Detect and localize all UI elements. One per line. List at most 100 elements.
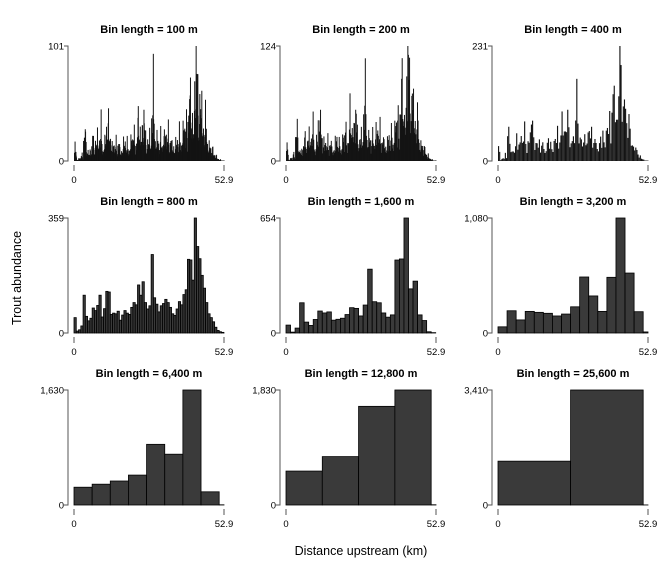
panel-bin-6400m: Bin length = 6,400 m 1,630 0 0 52.9 xyxy=(34,364,246,536)
bar xyxy=(415,143,417,161)
bar xyxy=(393,142,395,161)
bar xyxy=(73,486,93,506)
bar xyxy=(542,312,553,334)
bar xyxy=(317,120,319,161)
bar xyxy=(501,158,503,161)
bar xyxy=(341,149,343,161)
bar xyxy=(325,146,327,161)
bar xyxy=(126,135,128,161)
bar xyxy=(379,139,381,161)
bar xyxy=(411,93,413,161)
x-axis-ticks xyxy=(497,509,649,515)
x-min-tick-label: 0 xyxy=(283,175,288,186)
bars-group xyxy=(73,389,225,506)
x-min-tick-label: 0 xyxy=(495,347,500,358)
bar xyxy=(288,160,290,161)
bar xyxy=(611,112,613,161)
x-min-tick-label: 0 xyxy=(71,347,76,358)
bar xyxy=(337,146,339,161)
bar xyxy=(587,132,589,161)
bar xyxy=(609,111,611,161)
bar xyxy=(120,154,122,161)
bar xyxy=(331,152,333,161)
bar xyxy=(502,158,504,161)
bar xyxy=(353,122,355,161)
panel-bin-200m: Bin length = 200 m 124 0 0 52.9 xyxy=(246,20,458,192)
bar xyxy=(360,144,362,161)
bar xyxy=(344,132,346,161)
bar xyxy=(291,158,293,161)
bar xyxy=(413,132,415,161)
bar xyxy=(212,146,214,161)
bar xyxy=(411,95,413,161)
bar xyxy=(157,140,159,161)
bars-group xyxy=(498,46,649,161)
bar xyxy=(427,153,429,161)
bar xyxy=(403,217,409,334)
bar xyxy=(287,154,289,161)
bar xyxy=(79,158,81,161)
bar xyxy=(377,135,379,161)
bar xyxy=(409,113,411,161)
bar xyxy=(539,152,542,161)
bar xyxy=(398,138,400,161)
y-axis-line xyxy=(276,389,281,506)
bar xyxy=(606,276,617,334)
bar xyxy=(186,138,188,161)
bar xyxy=(364,58,366,161)
bar xyxy=(636,149,638,161)
bar xyxy=(525,143,527,161)
bar xyxy=(349,93,351,161)
bar xyxy=(623,99,626,161)
bar xyxy=(403,121,405,161)
bar xyxy=(604,147,606,161)
bar xyxy=(577,123,579,161)
x-max-tick-label: 52.9 xyxy=(639,175,658,186)
bar xyxy=(613,85,615,161)
bar xyxy=(639,155,641,161)
bar xyxy=(321,456,359,506)
bar xyxy=(344,314,350,334)
bar xyxy=(506,310,517,334)
bar xyxy=(323,136,325,161)
bar xyxy=(314,151,316,161)
bar xyxy=(597,151,599,161)
bar xyxy=(579,276,590,334)
bar xyxy=(638,157,640,161)
bar xyxy=(497,460,571,506)
bar xyxy=(299,150,301,161)
bar xyxy=(96,127,98,161)
bar xyxy=(542,142,544,161)
bar xyxy=(396,147,398,161)
bar xyxy=(518,144,520,161)
bar xyxy=(312,111,314,161)
bar xyxy=(373,145,375,161)
bar xyxy=(535,143,537,161)
bar xyxy=(131,140,133,161)
bar xyxy=(286,142,288,161)
bar xyxy=(324,145,326,161)
bar xyxy=(640,158,643,161)
bar xyxy=(588,131,590,161)
bar xyxy=(561,111,563,161)
bar xyxy=(559,142,561,161)
bar xyxy=(218,159,220,161)
bar xyxy=(394,259,400,334)
bar xyxy=(432,160,434,161)
bar xyxy=(173,146,175,161)
bar xyxy=(572,136,574,161)
bar xyxy=(369,140,371,161)
bar xyxy=(288,159,290,161)
y-axis-line xyxy=(276,45,281,162)
bar xyxy=(399,114,401,161)
bar xyxy=(581,146,584,161)
bar xyxy=(546,142,548,161)
bar xyxy=(189,77,191,161)
histogram-bin-200m: Bin length = 200 m 124 0 0 52.9 xyxy=(260,24,445,186)
bar xyxy=(510,152,512,161)
bar xyxy=(558,148,560,161)
bar xyxy=(308,145,310,161)
bar xyxy=(592,147,594,161)
bar xyxy=(82,294,86,334)
